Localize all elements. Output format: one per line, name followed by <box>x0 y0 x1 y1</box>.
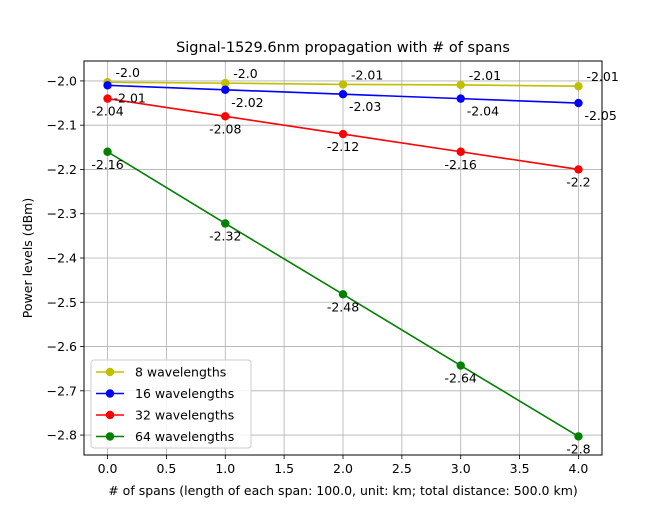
x-tick-label: 2.5 <box>392 461 412 476</box>
data-point <box>338 80 348 89</box>
legend-label: 32 wavelengths <box>135 408 234 423</box>
data-label: -2.0 <box>233 66 257 81</box>
data-label: -2.48 <box>327 299 359 314</box>
y-tick-label: −2.4 <box>47 251 77 266</box>
data-point <box>103 147 112 156</box>
data-label: -2.0 <box>116 65 140 80</box>
data-point <box>574 98 583 108</box>
x-tick-label: 0.0 <box>98 461 118 476</box>
data-label: -2.08 <box>209 121 241 136</box>
data-point <box>456 94 465 103</box>
data-point <box>456 147 465 156</box>
x-tick-label: 4.0 <box>569 461 589 476</box>
x-tick-label: 1.0 <box>215 461 235 476</box>
data-label: -2.8 <box>566 441 590 456</box>
y-tick-label: −2.5 <box>47 295 77 310</box>
data-label: -2.04 <box>467 104 499 119</box>
chart-title: Signal-1529.6nm propagation with # of sp… <box>176 40 510 56</box>
legend-marker <box>105 367 115 377</box>
legend-marker <box>105 432 115 441</box>
data-label: -2.16 <box>445 157 477 172</box>
data-point <box>338 90 348 99</box>
legend-label: 8 wavelengths <box>135 365 226 380</box>
data-point <box>574 165 583 174</box>
y-tick-label: −2.0 <box>47 73 77 88</box>
data-point <box>103 81 112 90</box>
y-tick-label: −2.1 <box>47 118 77 133</box>
legend-marker <box>105 410 115 420</box>
data-label: -2.01 <box>351 67 383 82</box>
y-tick-label: −2.7 <box>47 383 77 398</box>
data-point <box>574 82 583 91</box>
y-tick-label: −2.3 <box>47 206 77 221</box>
data-point <box>456 361 465 370</box>
data-label: -2.03 <box>349 99 381 114</box>
data-point <box>456 80 465 90</box>
legend: 8 wavelengths 16 wavelengths 32 wavelength… <box>90 359 252 449</box>
data-labels: -2.0 -2.0 -2.01 -2.01 -2.01 -2.01 -2.02 -2.03 -2… <box>91 65 618 456</box>
data-label: -2.04 <box>91 104 123 119</box>
x-tick-label: 2.0 <box>333 461 353 476</box>
data-label: -2.32 <box>209 228 241 243</box>
data-label: -2.01 <box>586 69 618 84</box>
y-tick-label: −2.2 <box>47 162 77 177</box>
data-label: -2.02 <box>231 95 263 110</box>
y-tick-label: −2.8 <box>47 428 77 443</box>
data-label: -2.2 <box>566 174 590 189</box>
data-label: -2.01 <box>114 90 146 105</box>
data-point <box>221 78 230 88</box>
data-point <box>338 129 348 139</box>
legend-box <box>90 359 252 449</box>
data-point <box>221 112 230 121</box>
x-tick-label: 0.5 <box>156 461 176 476</box>
y-tick-label: −2.6 <box>47 339 77 354</box>
data-label: -2.16 <box>91 157 123 172</box>
legend-label: 64 wavelengths <box>135 429 234 444</box>
data-label: -2.64 <box>445 371 477 386</box>
legend-marker <box>105 389 115 398</box>
data-label: -2.01 <box>469 68 501 83</box>
data-label: -2.05 <box>584 108 616 123</box>
axis-ticks: 0.0 0.5 1.0 1.5 2.0 2.5 3.0 3.5 4.0 −2.0 −2.1 −2.2 −… <box>47 73 589 476</box>
x-axis-label: # of spans (length of each span: 100.0, … <box>108 483 578 498</box>
data-point <box>221 219 230 228</box>
x-tick-label: 3.5 <box>510 461 530 476</box>
x-tick-label: 1.5 <box>274 461 294 476</box>
data-point <box>574 432 583 441</box>
x-tick-label: 3.0 <box>451 461 471 476</box>
series-group <box>103 78 583 441</box>
data-point <box>103 94 112 103</box>
y-axis-label: Power levels (dBm) <box>20 198 35 318</box>
data-point <box>221 85 230 94</box>
legend-label: 16 wavelengths <box>135 386 234 401</box>
data-label: -2.12 <box>327 139 359 154</box>
data-point <box>338 290 348 299</box>
